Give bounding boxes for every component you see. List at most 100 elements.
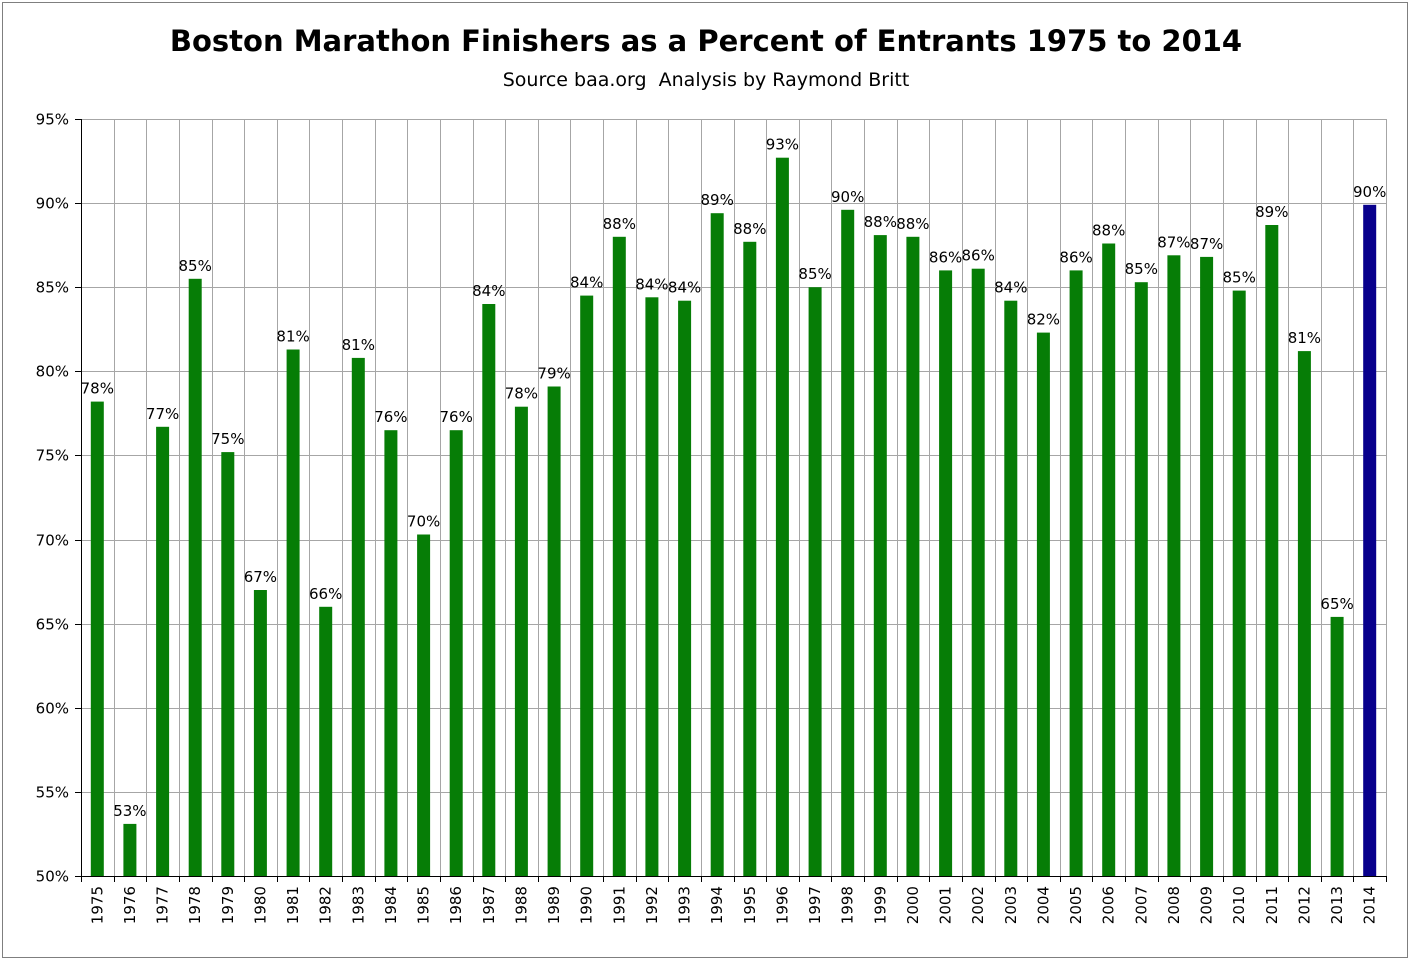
x-tick-label: 1997 [806, 886, 824, 924]
data-label-1998: 90% [831, 188, 864, 206]
x-tick-label: 1982 [317, 886, 335, 924]
data-label-2010: 85% [1223, 269, 1256, 287]
x-tick-label: 1978 [186, 886, 204, 924]
data-labels: 78% 53% 77% 85% 75% 67% 81% 66% 81% 76% 70% 76% 84% 7… [81, 136, 1387, 820]
chart-title: Boston Marathon Finishers as a Percent o… [169, 24, 1243, 58]
x-tick-label: 2003 [1002, 886, 1020, 924]
data-label-1978: 85% [179, 257, 212, 275]
y-tick-label: 60% [36, 700, 69, 718]
data-label-1987: 84% [472, 282, 505, 300]
bar-1983 [351, 357, 365, 876]
data-label-1992: 84% [635, 275, 668, 293]
data-label-1984: 76% [374, 408, 407, 426]
data-label-1979: 75% [211, 430, 244, 448]
data-label-2009: 87% [1190, 235, 1223, 253]
bar-1996 [775, 157, 789, 876]
x-tick-label: 1990 [578, 886, 596, 924]
x-tick-label: 1995 [741, 886, 759, 924]
bar-2002 [971, 268, 985, 876]
data-label-1990: 84% [570, 274, 603, 292]
bar-1975 [90, 401, 104, 876]
x-tick-label: 1989 [545, 886, 563, 924]
data-label-2013: 65% [1320, 595, 1353, 613]
bar-2011 [1265, 225, 1279, 876]
data-label-2004: 82% [1027, 311, 1060, 329]
bar-1998 [841, 209, 855, 877]
bar-2004 [1036, 332, 1050, 877]
x-tick-label: 1994 [708, 886, 726, 924]
data-label-1983: 81% [342, 336, 375, 354]
bar-1981 [286, 349, 300, 876]
data-label-1996: 93% [766, 136, 799, 154]
data-label-2003: 84% [994, 279, 1027, 297]
x-tick-label: 1993 [676, 886, 694, 924]
x-tick-label: 1976 [121, 886, 139, 924]
bars [90, 157, 1377, 877]
bar-1999 [873, 235, 887, 877]
bar-1984 [384, 430, 398, 876]
data-label-1991: 88% [603, 215, 636, 233]
x-tick-label: 1985 [415, 886, 433, 924]
bar-1977 [156, 426, 170, 876]
data-label-1976: 53% [113, 802, 146, 820]
x-tick-label: 2014 [1361, 886, 1379, 924]
data-label-2002: 86% [962, 247, 995, 265]
x-tick-label: 1984 [382, 886, 400, 924]
x-tick-label: 2004 [1034, 886, 1052, 924]
y-tick-label: 85% [36, 279, 69, 297]
data-label-1980: 67% [244, 568, 277, 586]
x-tick-label: 2002 [969, 886, 987, 924]
data-label-1993: 84% [668, 279, 701, 297]
data-label-1995: 88% [733, 220, 766, 238]
bar-1979 [221, 452, 235, 876]
bar-1982 [319, 606, 333, 876]
bar-2005 [1069, 270, 1083, 876]
x-tick-label: 1975 [88, 886, 106, 924]
data-label-2014: 90% [1353, 183, 1386, 201]
y-tick-label: 70% [36, 532, 69, 550]
bar-1991 [612, 236, 626, 877]
bar-1995 [743, 241, 757, 877]
data-label-1989: 79% [537, 365, 570, 383]
bar-1989 [547, 386, 561, 876]
bar-1994 [710, 213, 724, 876]
bar-1993 [678, 300, 692, 876]
x-tick-label: 2011 [1263, 886, 1281, 924]
x-tick-label: 1991 [610, 886, 628, 924]
bar-1997 [808, 287, 822, 876]
y-tick-label: 55% [36, 784, 69, 802]
data-label-2011: 89% [1255, 203, 1288, 221]
x-tick-label: 2007 [1132, 886, 1150, 924]
data-label-1997: 85% [798, 265, 831, 283]
bar-2014 [1363, 204, 1377, 877]
y-tick-label: 50% [36, 868, 69, 886]
data-label-2006: 88% [1092, 222, 1125, 240]
data-label-1977: 77% [146, 405, 179, 423]
x-tick-label: 2000 [904, 886, 922, 924]
bar-2009 [1200, 256, 1214, 876]
data-label-2001: 86% [929, 248, 962, 266]
data-label-2000: 88% [896, 215, 929, 233]
x-tick-label: 2006 [1100, 886, 1118, 924]
x-tick-label: 1988 [512, 886, 530, 924]
x-tick-label: 1977 [154, 886, 172, 924]
x-tick-label: 1992 [643, 886, 661, 924]
y-tick-label: 80% [36, 363, 69, 381]
bar-2001 [939, 270, 953, 876]
x-tick-label: 1998 [839, 886, 857, 924]
bar-1990 [580, 295, 594, 877]
bar-2007 [1134, 282, 1148, 876]
axes: 50% 55% 60% 65% 70% 75% 80% 85% 90% 95% 1975 1976 19… [36, 111, 1387, 924]
data-label-1999: 88% [864, 213, 897, 231]
x-tick-label: 1981 [284, 886, 302, 924]
x-tick-label: 1986 [447, 886, 465, 924]
y-tick-label: 75% [36, 447, 69, 465]
bar-1985 [417, 534, 431, 876]
bar-2006 [1102, 243, 1116, 876]
data-label-2012: 81% [1288, 329, 1321, 347]
x-tick-label: 2009 [1198, 886, 1216, 924]
x-tick-label: 2013 [1328, 886, 1346, 924]
y-tick-label: 65% [36, 616, 69, 634]
x-tick-label: 2010 [1230, 886, 1248, 924]
